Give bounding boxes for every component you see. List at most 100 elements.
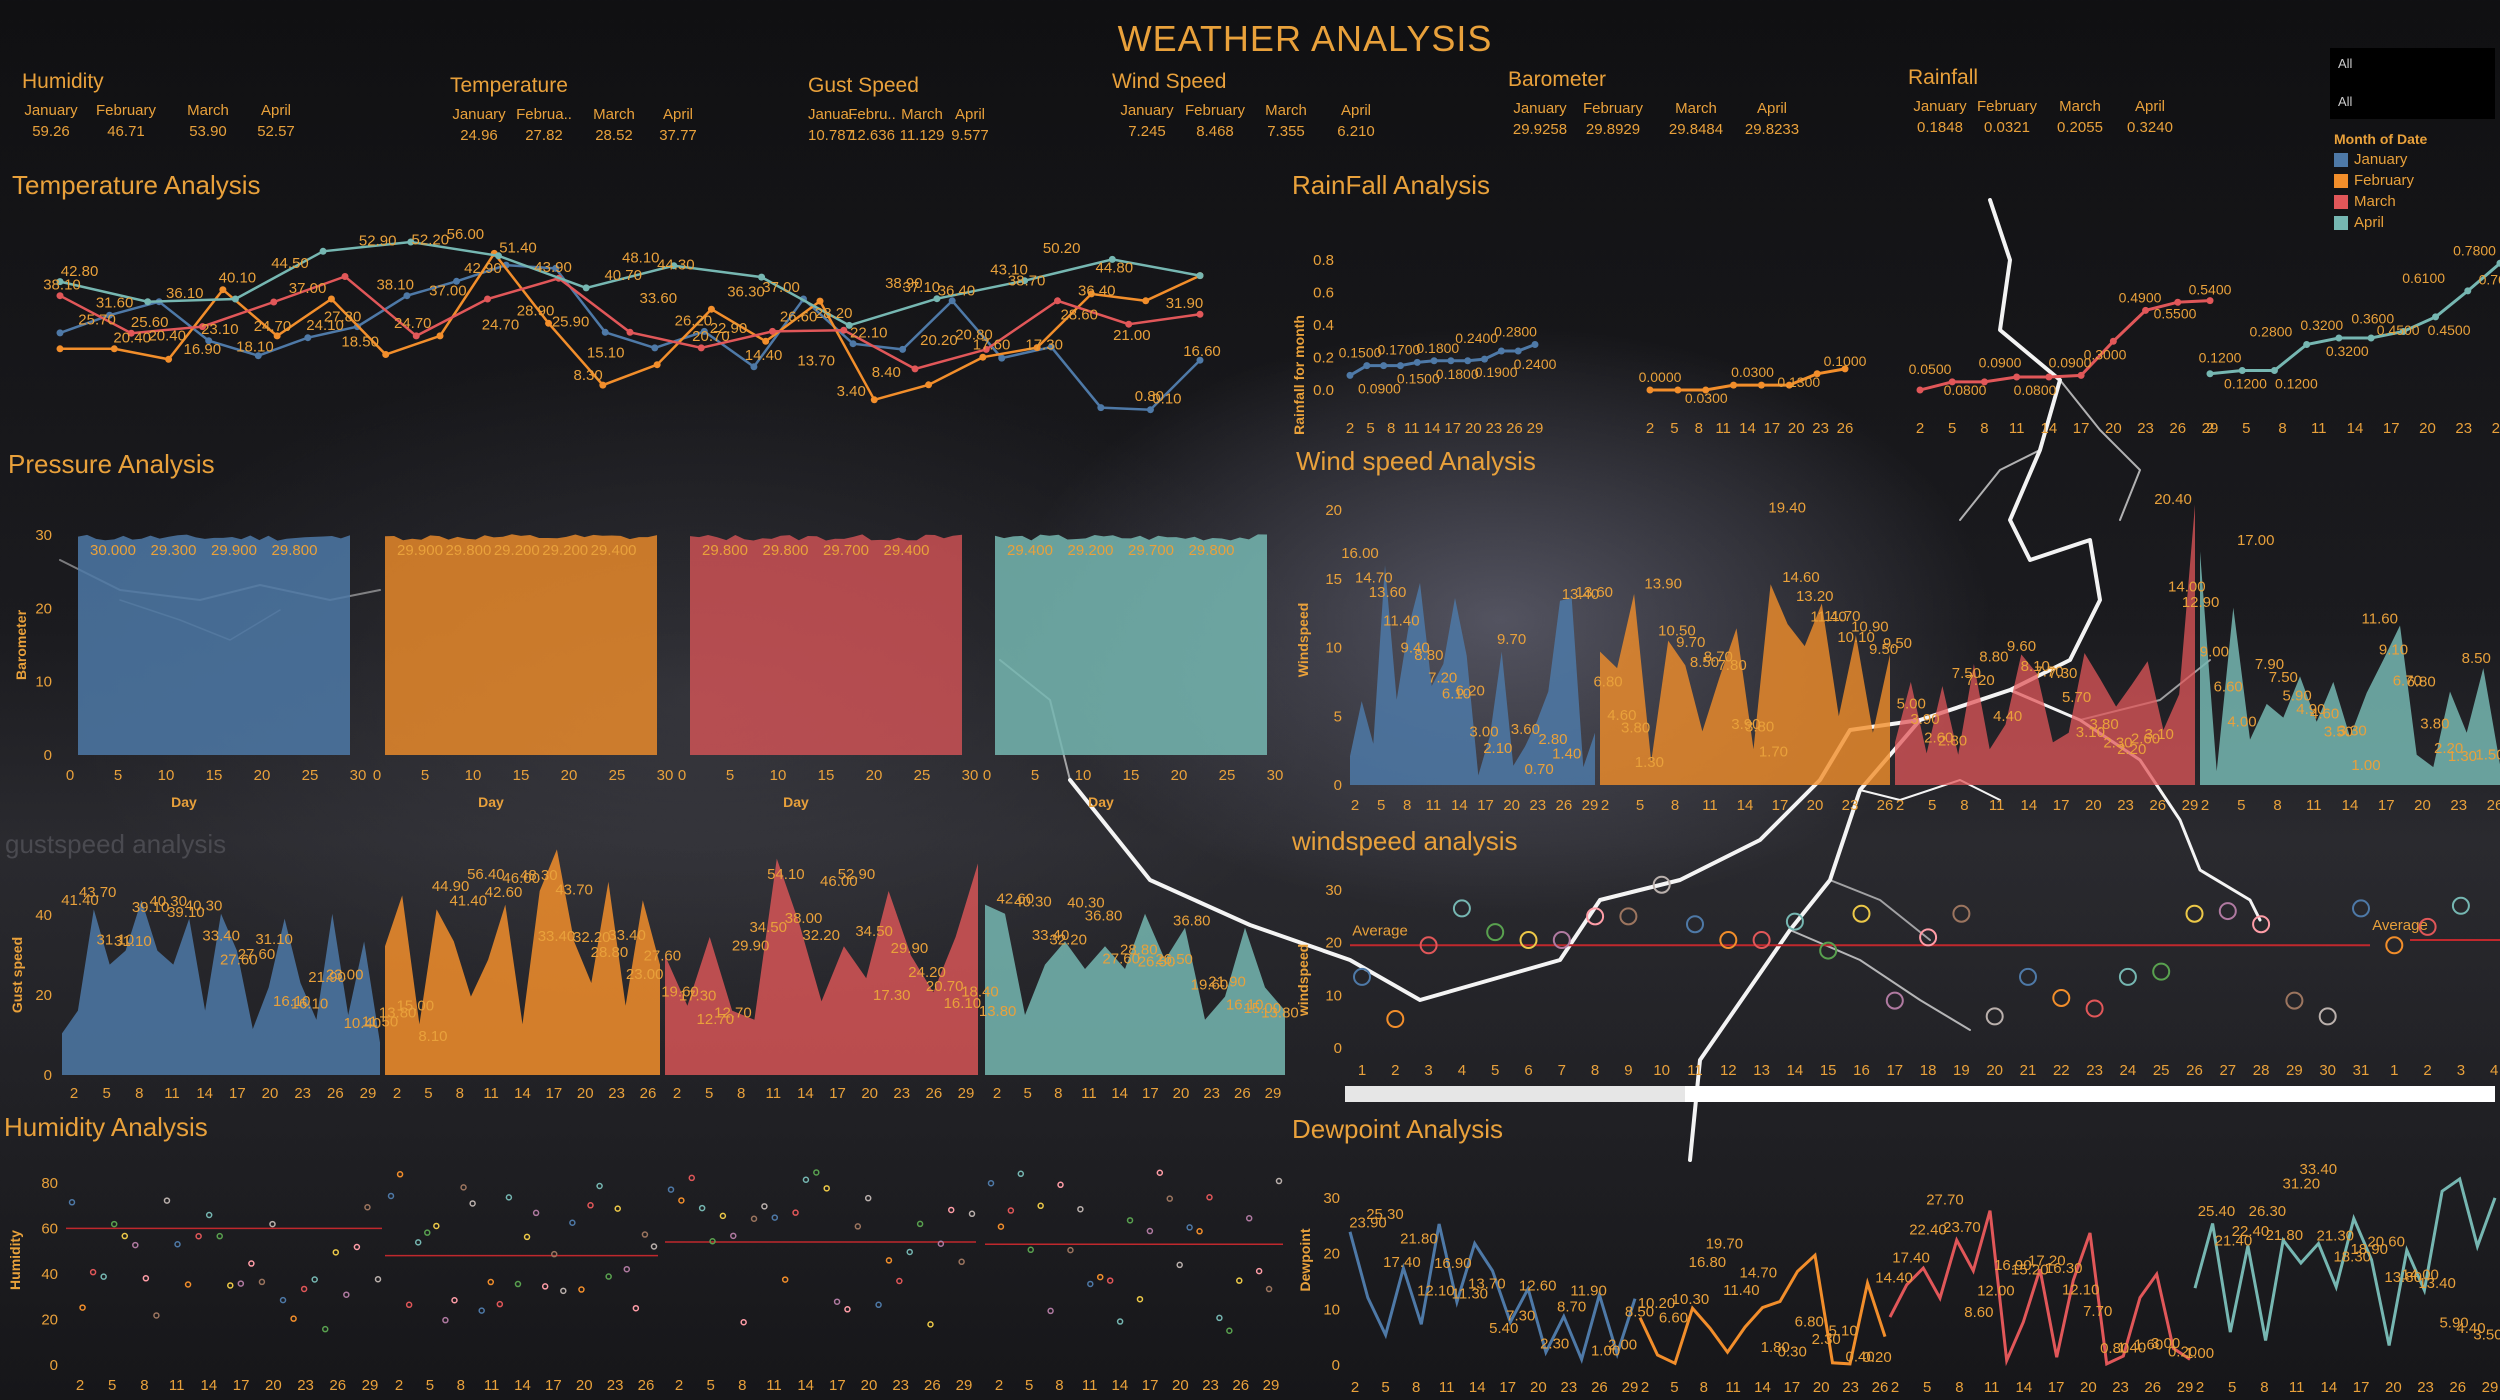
x-tick-label: 8	[135, 1085, 143, 1102]
series-point	[651, 344, 659, 352]
kpi-name: Wind Speed	[1112, 70, 1227, 93]
x-tick-label: 15	[1820, 1062, 1837, 1079]
x-tick-label: 23	[608, 1085, 625, 1102]
scatter-point	[269, 1220, 276, 1228]
data-label: 0.6100	[2402, 270, 2445, 286]
x-tick-label: 2	[2196, 1379, 2204, 1396]
x-tick-label: 5	[1491, 1062, 1499, 1079]
x-tick-label: 11	[766, 1085, 782, 1102]
data-label: 24.20	[908, 964, 946, 981]
data-label: 8.30	[574, 367, 603, 384]
humidity-analysis-title: Humidity Analysis	[4, 1112, 208, 1142]
scatter-point	[1057, 1181, 1064, 1189]
legend-item-march[interactable]: March	[2334, 193, 2491, 210]
x-tick-label: 5	[1670, 1379, 1678, 1396]
data-label: 16.10	[291, 995, 329, 1012]
legend-item-february[interactable]: February	[2334, 172, 2491, 189]
data-label: 29.400	[591, 542, 637, 559]
series-point	[436, 332, 444, 340]
y-tick-label: 20	[35, 987, 52, 1004]
x-tick-label: 26	[1556, 797, 1573, 814]
data-label: 31.10	[114, 933, 152, 950]
rainfall-point	[2303, 341, 2311, 348]
scrollbar-thumb[interactable]	[1345, 1086, 1685, 1102]
scatter-point	[844, 1306, 851, 1313]
rainfall-point	[2399, 328, 2407, 335]
data-label: 23.00	[626, 966, 664, 983]
rainfall-point	[1447, 357, 1455, 365]
x-tick-label: 12	[1720, 1062, 1737, 1079]
series-point	[750, 363, 758, 371]
data-label: 17.40	[1383, 1254, 1421, 1271]
x-tick-label: 11	[1439, 1379, 1455, 1396]
data-label: 1.80	[1761, 1339, 1790, 1356]
horizontal-scrollbar[interactable]	[1345, 1086, 2495, 1102]
data-label: 36.30	[727, 284, 765, 301]
data-label: 13.20	[1796, 588, 1834, 605]
data-label: 13.60	[1575, 584, 1613, 601]
x-tick-label: 17	[1477, 797, 1494, 814]
scatter-point	[469, 1200, 476, 1207]
data-label: 0.3600	[2351, 311, 2394, 327]
kpi-barometer: Barometer January 29.9258 February 29.8929 M…	[1508, 68, 1806, 138]
y-tick-label: 40	[41, 1266, 58, 1283]
dewpoint-line	[2193, 1176, 2497, 1346]
data-label: 6.60	[1659, 1309, 1688, 1326]
data-label: 13.80	[2384, 1269, 2422, 1286]
data-label: 1.40	[1552, 746, 1581, 763]
kpi-name: Temperature	[450, 74, 568, 97]
pressure-area	[995, 534, 1267, 755]
x-tick-label: 2	[673, 1085, 681, 1102]
scatter-point	[916, 1220, 924, 1228]
x-tick-label: 1	[2390, 1062, 2398, 1079]
data-label: 17.40	[1892, 1250, 1930, 1267]
data-label: 37.00	[289, 280, 327, 297]
kpi-month-label: March	[901, 106, 943, 123]
x-tick-label: 14	[1469, 1379, 1486, 1396]
kpi-month-label: April	[1340, 102, 1371, 119]
month-filter-dropdown[interactable]: All	[2330, 48, 2495, 90]
pressure-panel-march: 29.800 29.800 29.700 29.400 0 5 10 15 20 25 30 Day	[678, 534, 978, 810]
kpi-value: 29.8484	[1668, 121, 1724, 138]
series-point	[1196, 272, 1204, 280]
data-label: 2.80	[1538, 731, 1567, 748]
humidity-panel-march: 2 5 8 11 14 17 20 23 26 29	[665, 1169, 976, 1394]
scatter-point	[541, 1283, 549, 1290]
legend-item-january[interactable]: January	[2334, 151, 2491, 168]
scatter-point	[1017, 1170, 1025, 1178]
data-label: 9.40	[1401, 639, 1430, 656]
humidity-chart: Humidity 0 20 40 60 80 2 5 8 11 14 17 20 23 26 29 2 5 8 11 1…	[7, 1169, 1283, 1394]
data-label: 33.40	[538, 928, 576, 945]
x-tick-label: 15	[1123, 767, 1140, 784]
scatter-point	[163, 1197, 171, 1204]
legend-item-april[interactable]: April	[2334, 214, 2491, 231]
kpi-month-label: January	[1513, 100, 1567, 117]
data-label: 31.90	[1166, 295, 1204, 312]
x-tick-label: 14	[1451, 797, 1468, 814]
data-label: 12.90	[2182, 594, 2220, 611]
scatter-point	[205, 1211, 213, 1219]
data-label: 16.10	[1226, 997, 1264, 1014]
x-tick-label: 6	[1524, 1062, 1532, 1079]
x-axis-label: Day	[1088, 794, 1114, 810]
data-label: 32.20	[802, 927, 840, 944]
month-filter-option[interactable]: All	[2330, 90, 2495, 119]
x-tick-label: 3	[1424, 1062, 1432, 1079]
x-tick-label: 14	[1739, 420, 1756, 437]
kpi-month-label: March	[593, 106, 635, 123]
x-tick-label: 29	[2182, 797, 2199, 814]
x-tick-label: 5	[1025, 1377, 1033, 1394]
rainfall-point	[1702, 386, 1710, 394]
y-tick-label: 20	[35, 600, 52, 617]
data-label: 16.60	[1183, 343, 1221, 360]
scatter-point	[1852, 904, 1871, 923]
scatter-point	[487, 1278, 495, 1286]
rainfall-point	[2142, 306, 2150, 314]
data-label: 31.10	[255, 931, 293, 948]
x-tick-label: 8	[737, 1085, 745, 1102]
x-tick-label: 23	[1529, 797, 1546, 814]
data-label: 5.10	[1829, 1323, 1858, 1340]
x-tick-label: 17	[1886, 1062, 1903, 1079]
x-tick-label: 8	[1055, 1377, 1063, 1394]
